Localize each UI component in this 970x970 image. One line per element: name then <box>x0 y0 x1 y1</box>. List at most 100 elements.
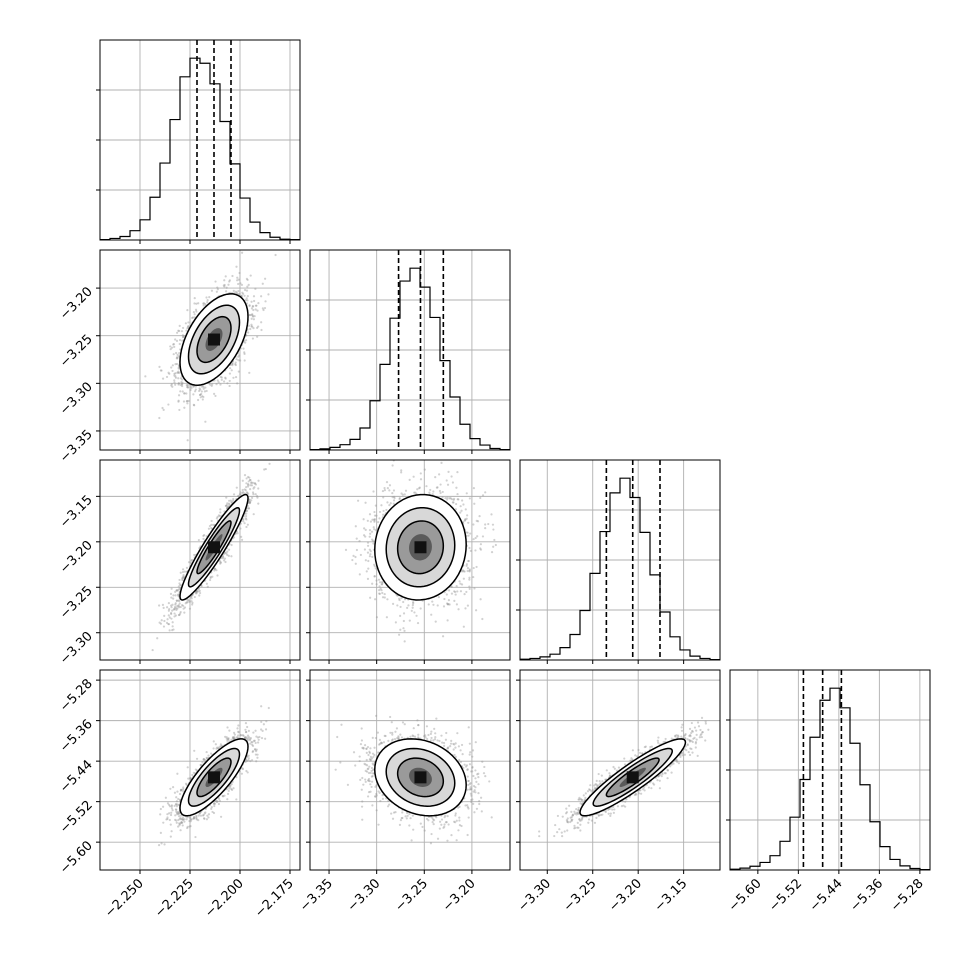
sample-point <box>199 591 202 595</box>
sample-point <box>161 603 165 606</box>
sample-point <box>175 589 178 592</box>
sample-point <box>205 389 208 393</box>
sample-point <box>224 290 228 293</box>
sample-point <box>227 554 230 557</box>
sample-point <box>192 403 195 406</box>
y-tick-label: −3.30 <box>57 380 96 419</box>
sample-point <box>234 290 238 293</box>
sample-point <box>250 499 253 502</box>
sample-point <box>183 392 186 395</box>
sample-point <box>249 313 252 317</box>
sample-point <box>224 275 227 278</box>
sample-point <box>174 375 177 378</box>
sample-point <box>176 607 179 610</box>
sample-point <box>256 335 259 338</box>
sample-point <box>183 611 186 614</box>
sample-point <box>247 480 250 483</box>
sample-point <box>252 318 256 321</box>
sample-point <box>159 369 162 372</box>
sample-point <box>201 398 204 401</box>
sample-point <box>246 483 250 487</box>
sample-point <box>199 393 202 396</box>
sample-point <box>235 486 238 489</box>
sample-point <box>170 384 173 387</box>
sample-point <box>171 603 174 606</box>
panel-frame <box>309 249 511 451</box>
sample-point <box>182 604 185 607</box>
sample-point <box>227 502 231 505</box>
sample-point <box>245 512 248 515</box>
sample-point <box>253 486 256 489</box>
sample-point <box>251 481 255 484</box>
sample-point <box>223 283 226 287</box>
sample-point <box>254 493 257 496</box>
sample-point <box>175 351 178 355</box>
sample-point <box>228 372 232 375</box>
sample-point <box>242 520 245 523</box>
sample-point <box>202 302 206 305</box>
sample-point <box>179 612 182 615</box>
sample-point <box>177 585 180 588</box>
sample-point <box>242 292 245 295</box>
sample-point <box>226 506 229 509</box>
sample-point <box>180 380 183 384</box>
sample-point <box>175 599 178 602</box>
sample-point <box>250 307 254 310</box>
sample-point <box>177 394 181 397</box>
sample-point <box>264 467 267 471</box>
sample-point <box>181 326 185 330</box>
sample-point <box>172 628 175 631</box>
sample-point <box>199 396 202 399</box>
sample-point <box>170 383 173 386</box>
sample-point <box>174 363 177 366</box>
sample-point <box>175 357 178 360</box>
sample-point <box>253 482 256 485</box>
sample-point <box>197 302 200 305</box>
sample-point <box>174 590 177 593</box>
sample-point <box>171 609 174 612</box>
sample-point <box>228 499 231 502</box>
sample-point <box>224 377 227 380</box>
sample-point <box>178 582 181 585</box>
sample-point <box>167 614 170 617</box>
sample-point <box>177 383 180 386</box>
sample-point <box>216 574 219 577</box>
sample-point <box>237 495 240 498</box>
sample-point <box>181 577 184 580</box>
sample-point <box>161 406 164 410</box>
sample-point <box>227 548 231 551</box>
sample-point <box>181 390 184 393</box>
sample-point <box>222 284 225 287</box>
sample-point <box>185 566 189 569</box>
sample-point <box>176 357 179 360</box>
sample-point <box>175 599 179 602</box>
sample-point <box>230 543 233 547</box>
sample-point <box>240 538 244 542</box>
sample-point <box>224 376 227 379</box>
sample-point <box>225 286 228 289</box>
sample-point <box>245 518 248 521</box>
sample-point <box>179 571 182 574</box>
sample-point <box>208 578 212 582</box>
sample-point <box>236 494 240 498</box>
sample-point <box>248 304 251 307</box>
hist-panel-1 <box>306 249 511 454</box>
sample-point <box>214 567 217 571</box>
sample-point <box>240 535 243 538</box>
sample-point <box>178 371 181 374</box>
sample-point <box>215 517 218 520</box>
sample-point <box>174 383 177 386</box>
sample-point <box>182 400 186 403</box>
sample-point <box>180 330 184 333</box>
sample-point <box>177 366 180 369</box>
sample-point <box>168 629 171 632</box>
sample-point <box>204 302 207 306</box>
sample-point <box>228 384 231 388</box>
sample-point <box>173 615 176 618</box>
sample-point <box>174 614 177 617</box>
sample-point <box>211 575 214 578</box>
sample-point <box>174 376 178 379</box>
sample-point <box>171 364 174 367</box>
sample-point <box>257 502 260 505</box>
sample-point <box>206 585 209 588</box>
